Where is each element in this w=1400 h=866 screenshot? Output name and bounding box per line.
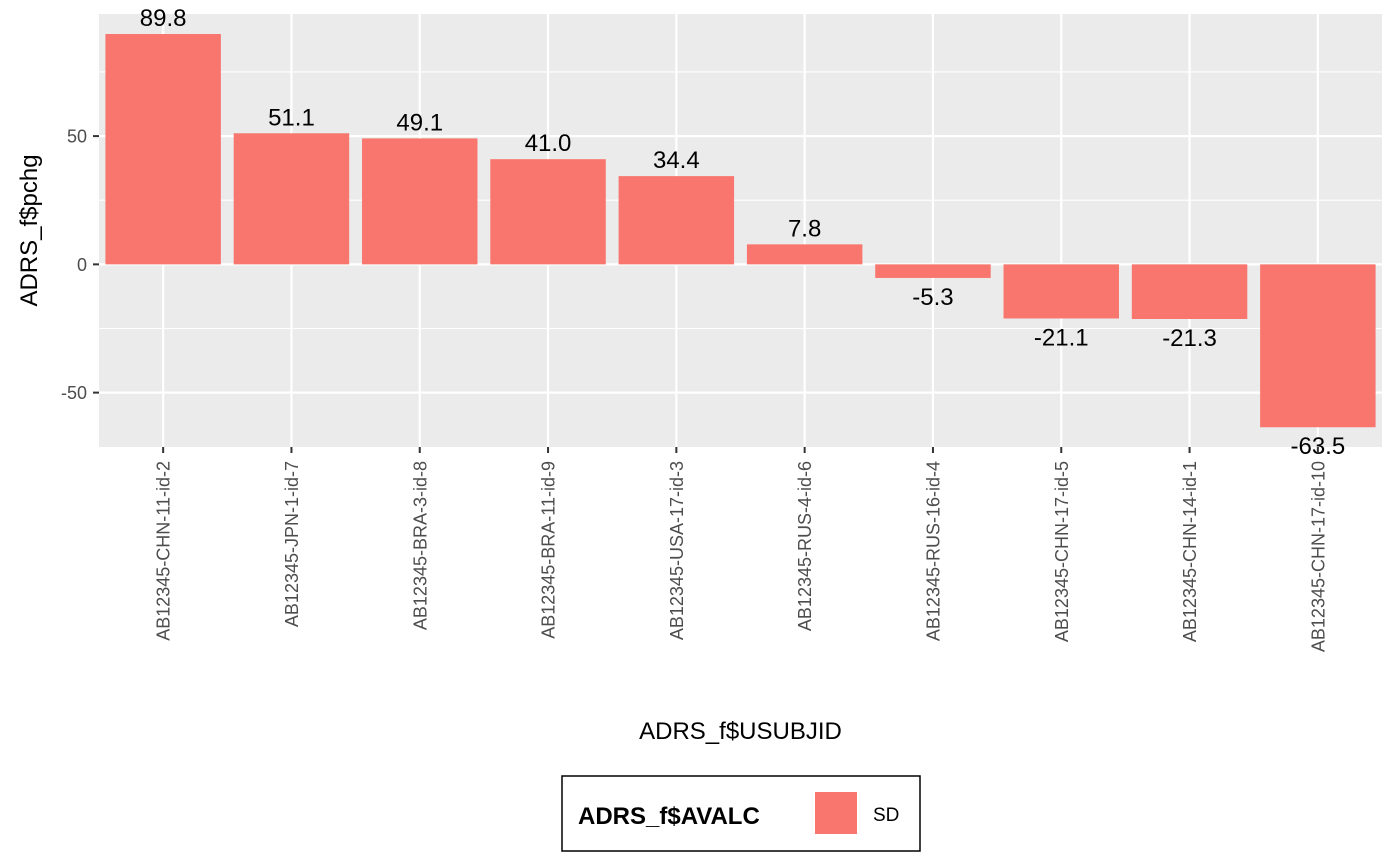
legend: ADRS_f$AVALC SD (561, 775, 921, 852)
legend-title: ADRS_f$AVALC (578, 803, 760, 830)
bar-value-label: 89.8 (140, 5, 187, 32)
bar-value-label: 51.1 (268, 104, 315, 131)
bar (1260, 264, 1376, 428)
y-axis: -50 0 50 (61, 127, 99, 403)
bars (105, 34, 1376, 428)
x-tick-label: AB12345-CHN-11-id-2 (154, 461, 174, 641)
bar (490, 159, 606, 265)
bar-value-label: -5.3 (912, 284, 953, 311)
x-tick-label: AB12345-USA-17-id-3 (667, 461, 687, 640)
bar-value-label: -21.3 (1162, 325, 1217, 352)
y-axis-title: ADRS_f$pchg (16, 154, 43, 306)
bar (362, 138, 478, 265)
legend-key-sd (815, 792, 857, 834)
x-tick-label: AB12345-CHN-14-id-1 (1180, 461, 1200, 642)
bar-value-label: -21.1 (1034, 324, 1089, 351)
x-tick-label: AB12345-BRA-3-id-8 (410, 461, 430, 630)
x-tick-label: AB12345-BRA-11-id-9 (539, 461, 559, 639)
y-tick-label: 50 (67, 127, 87, 147)
bar-value-label: -63.5 (1290, 433, 1345, 460)
bar-value-labels: 89.8 51.1 49.1 41.0 34.4 7.8 -5.3 -21.1 -21.3 -63… (140, 5, 1345, 460)
bar (1131, 264, 1248, 319)
y-tick-label: 0 (77, 255, 87, 275)
x-axis-title: ADRS_f$USUBJID (639, 718, 842, 745)
bar (746, 244, 863, 265)
x-tick-label: AB12345-RUS-4-id-6 (795, 461, 815, 631)
y-tick-label: -50 (61, 383, 87, 403)
x-tick-label: AB12345-RUS-16-id-4 (923, 461, 943, 641)
bar (1003, 264, 1119, 319)
bar-value-label: 34.4 (653, 147, 700, 174)
legend-box (561, 775, 921, 852)
x-tick-label: AB12345-CHN-17-id-10 (1308, 461, 1328, 652)
bar-value-label: 7.8 (788, 215, 821, 242)
bar-value-label: 41.0 (525, 130, 572, 157)
bar (233, 133, 350, 265)
x-axis: AB12345-CHN-11-id-2 AB12345-JPN-1-id-7 AB1… (154, 447, 1328, 652)
x-tick-label: AB12345-JPN-1-id-7 (282, 461, 302, 627)
legend-label-sd: SD (873, 805, 899, 826)
bar-value-label: 49.1 (396, 109, 443, 136)
bar (618, 176, 735, 265)
bar (875, 264, 991, 278)
bar (105, 34, 221, 265)
x-tick-label: AB12345-CHN-17-id-5 (1052, 461, 1072, 642)
